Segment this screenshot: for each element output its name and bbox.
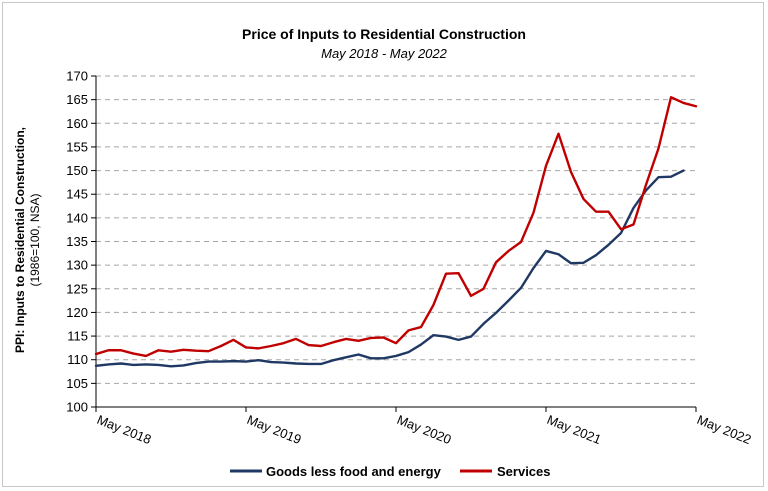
gridlines xyxy=(96,75,696,384)
legend-label-services: Services xyxy=(497,464,551,479)
chart-subtitle: May 2018 - May 2022 xyxy=(321,46,448,61)
y-tick-label: 110 xyxy=(67,352,88,367)
y-tick-label: 105 xyxy=(66,376,88,391)
y-tick-label: 170 xyxy=(66,69,88,84)
y-tick-label: 140 xyxy=(66,210,88,225)
legend-label-goods: Goods less food and energy xyxy=(266,464,442,479)
series-lines xyxy=(94,96,698,368)
y-axis-title: PPI: Inputs to Residential Construction,… xyxy=(13,127,42,353)
x-tick-label: May 2019 xyxy=(245,412,304,447)
y-axis-label: PPI: Inputs to Residential Construction, xyxy=(13,127,27,353)
y-tick-label: 125 xyxy=(66,281,88,296)
series-line-services xyxy=(94,96,698,358)
x-tick-label: May 2022 xyxy=(695,412,754,447)
chart-title: Price of Inputs to Residential Construct… xyxy=(242,26,526,42)
series-line-goods xyxy=(94,169,685,368)
x-axis-ticks: May 2018 May 2019 May 2020 May 2021 May 2022 xyxy=(95,407,754,447)
y-tick-label: 155 xyxy=(66,139,88,154)
y-tick-label: 115 xyxy=(67,329,88,344)
y-tick-label: 100 xyxy=(66,400,88,415)
x-tick-label: May 2021 xyxy=(545,412,604,447)
y-tick-label: 145 xyxy=(66,187,88,202)
y-tick-label: 160 xyxy=(66,116,88,131)
y-axis-ticks: 100 105 110 115 120 125 130 135 140 145 150 155 160 1… xyxy=(66,69,96,415)
legend: Goods less food and energy Services xyxy=(230,464,551,479)
y-tick-label: 135 xyxy=(66,234,88,249)
y-tick-label: 130 xyxy=(66,258,88,273)
x-tick-label: May 2020 xyxy=(395,412,454,447)
y-tick-label: 165 xyxy=(66,92,88,107)
y-tick-label: 150 xyxy=(66,163,88,178)
y-tick-label: 120 xyxy=(66,305,88,320)
y-axis-sublabel: (1986=100, NSA) xyxy=(28,193,42,286)
x-tick-label: May 2018 xyxy=(95,412,154,447)
